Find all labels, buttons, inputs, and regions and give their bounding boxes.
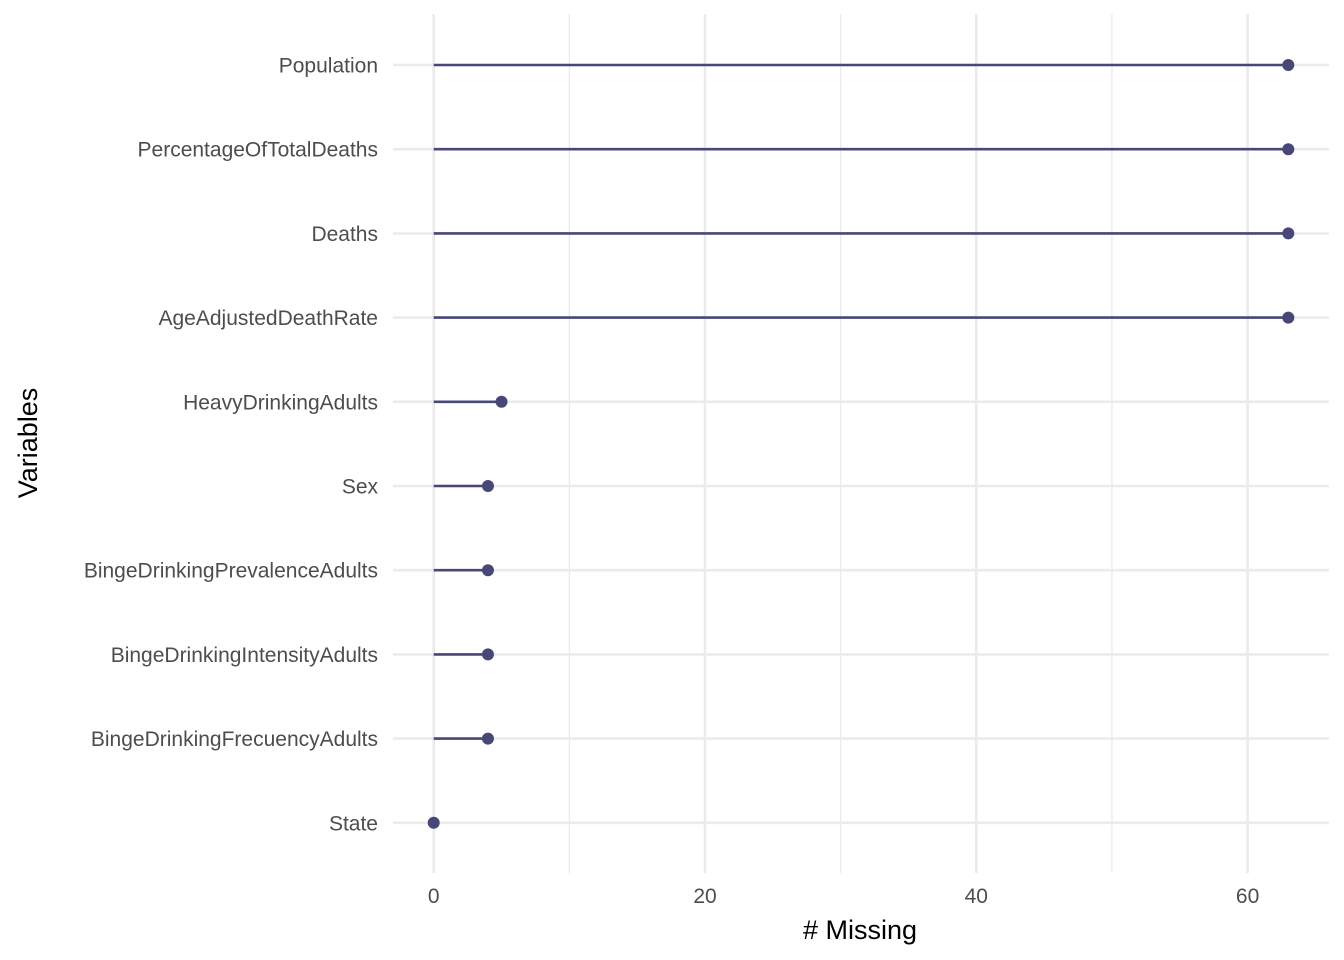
y-axis-tick-labels: Population PercentageOfTotalDeaths Deaths A… — [84, 55, 379, 836]
lollipop — [433, 648, 494, 661]
lollipop-point — [1282, 143, 1295, 156]
lollipop-point — [1282, 311, 1295, 324]
lollipop — [433, 227, 1295, 240]
lollipop — [427, 816, 440, 829]
lollipop-marks — [427, 59, 1295, 829]
y-axis-title: Variables — [13, 388, 43, 499]
lollipop — [433, 59, 1295, 71]
lollipop-point — [495, 395, 508, 408]
x-axis-tick-labels: 0 20 40 60 — [428, 885, 1259, 908]
x-tick-label: 0 — [428, 885, 440, 908]
lollipop — [433, 564, 494, 577]
lollipop-point — [427, 816, 440, 829]
lollipop — [433, 395, 508, 408]
lollipop — [433, 732, 494, 745]
y-tick-label: BingeDrinkingIntensityAdults — [111, 644, 378, 667]
y-tick-label: Population — [279, 55, 378, 78]
x-tick-label: 40 — [965, 885, 988, 908]
lollipop-point — [481, 564, 494, 577]
x-axis-title: # Missing — [803, 915, 917, 945]
lollipop-point — [481, 480, 494, 492]
x-tick-label: 20 — [693, 885, 716, 908]
gridlines — [393, 14, 1329, 873]
y-tick-label: BingeDrinkingFrecuencyAdults — [91, 728, 378, 751]
lollipop-point — [481, 648, 494, 661]
y-tick-label: State — [329, 812, 378, 835]
lollipop — [433, 143, 1295, 156]
y-tick-label: AgeAdjustedDeathRate — [159, 307, 379, 330]
y-tick-label: Sex — [342, 476, 379, 499]
lollipop-point — [481, 732, 494, 745]
y-tick-label: BingeDrinkingPrevalenceAdults — [84, 560, 378, 583]
y-tick-label: PercentageOfTotalDeaths — [138, 139, 378, 162]
y-tick-label: Deaths — [311, 223, 378, 246]
lollipop — [433, 480, 494, 492]
x-tick-label: 60 — [1236, 885, 1259, 908]
lollipop-point — [1282, 59, 1295, 71]
lollipop-point — [1282, 227, 1295, 240]
y-tick-label: HeavyDrinkingAdults — [183, 391, 378, 414]
lollipop — [433, 311, 1295, 324]
